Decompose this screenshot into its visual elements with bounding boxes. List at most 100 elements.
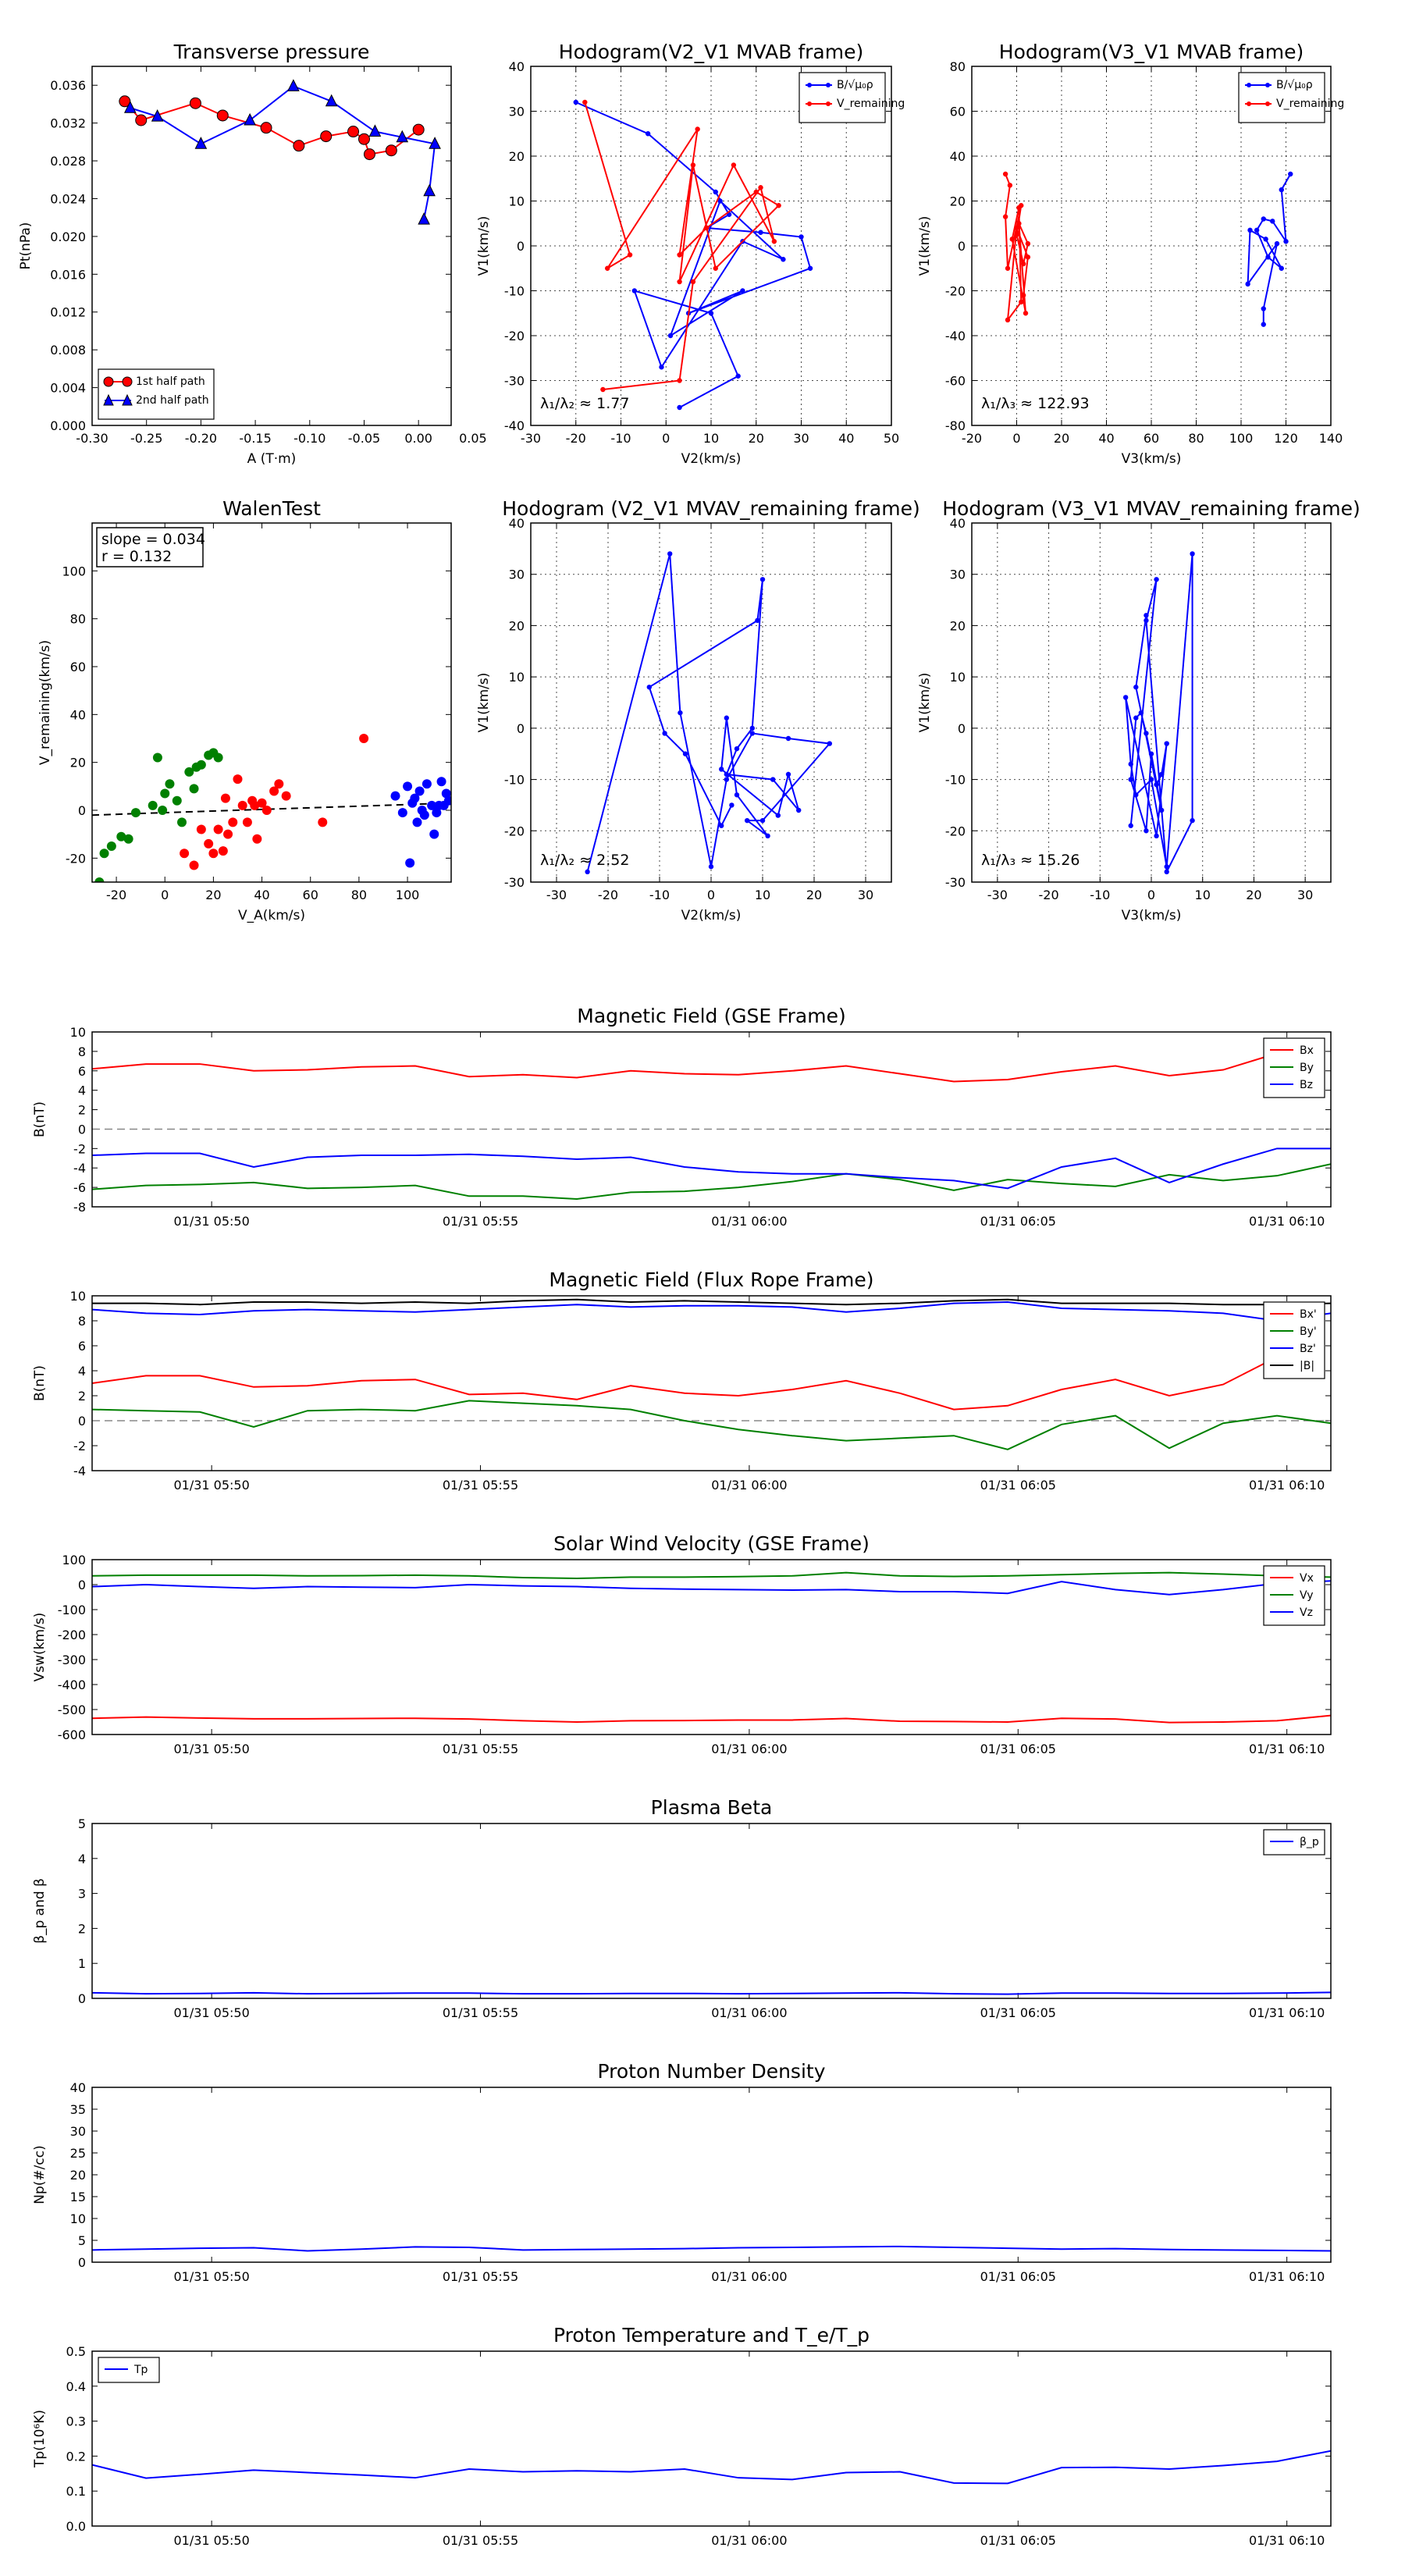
data-point — [1005, 317, 1011, 323]
x-tick-label: 01/31 05:50 — [173, 2533, 249, 2548]
data-point — [429, 829, 439, 839]
data-point — [1019, 299, 1024, 305]
data-point — [1270, 219, 1275, 224]
data-point — [758, 185, 763, 190]
legend-marker — [122, 393, 133, 406]
plot-area — [585, 551, 833, 875]
data-point — [1020, 293, 1026, 298]
data-point — [1025, 240, 1031, 247]
y-tick-label: 0.024 — [50, 191, 86, 206]
data-point — [1002, 171, 1008, 177]
data-point — [1158, 771, 1165, 777]
data-point — [359, 734, 369, 743]
series-line — [92, 1163, 1331, 1201]
data-point — [573, 99, 578, 105]
y-tick-label: 10 — [70, 2211, 86, 2226]
plot-area — [92, 2450, 1331, 2485]
legend: B/√μ₀ρ V_remaining — [1238, 72, 1344, 123]
series-line — [92, 1052, 1278, 1083]
data-point — [677, 404, 682, 411]
y-tick-label: 0 — [78, 803, 86, 818]
data-point — [678, 710, 683, 716]
y-tick-label: -200 — [58, 1628, 86, 1642]
data-point — [410, 793, 420, 803]
x-tick-label: 01/31 05:55 — [443, 2533, 518, 2548]
data-point — [758, 229, 763, 235]
data-point — [228, 817, 238, 827]
data-point — [753, 189, 759, 195]
data-point — [749, 725, 755, 731]
data-point — [244, 112, 256, 126]
y-tick-label: 0.3 — [66, 2414, 86, 2429]
data-point — [123, 101, 137, 113]
y-tick-label: 10 — [950, 670, 966, 685]
y-tick-label: 0.2 — [66, 2449, 86, 2464]
data-point — [1279, 265, 1284, 271]
y-tick-label: -300 — [58, 1653, 86, 1667]
data-point — [1020, 261, 1026, 267]
legend: 1st half path 2nd half path — [98, 368, 215, 420]
plot-frame — [91, 2350, 1332, 2527]
series-line — [92, 1147, 1331, 1190]
legend-label: B/√μ₀ρ — [837, 79, 873, 91]
panel-title: Magnetic Field (Flux Rope Frame) — [549, 1268, 873, 1291]
legend-marker — [1265, 83, 1270, 87]
data-point — [99, 849, 109, 859]
x-tick-label: 30 — [858, 888, 873, 902]
x-tick-label: 100 — [1229, 431, 1254, 446]
y-tick-label: -8 — [73, 1200, 86, 1215]
plot-frame — [91, 1823, 1332, 1999]
x-tick-label: 01/31 05:50 — [173, 1478, 249, 1493]
legend: Tp — [98, 2357, 160, 2383]
y-tick-label: -20 — [504, 329, 525, 343]
legend-label: Bz' — [1300, 1343, 1316, 1355]
data-point — [1133, 715, 1139, 720]
panel-beta: Plasma Beta 0 1 2 3 4 5 01/31 05:50 01/31 05:55 0… — [32, 1796, 1332, 2020]
data-point — [158, 806, 168, 815]
legend: Vx Vy Vz — [1263, 1565, 1325, 1626]
plot-area — [1002, 171, 1293, 327]
data-point — [585, 869, 590, 875]
y-tick-label: -20 — [945, 824, 966, 838]
y-tick-label: -400 — [58, 1678, 86, 1692]
x-tick-label: 01/31 06:00 — [711, 1214, 787, 1229]
data-point — [194, 137, 208, 149]
legend-label: 1st half path — [136, 375, 205, 388]
data-point — [662, 731, 667, 736]
y-tick-label: -600 — [58, 1727, 86, 1742]
x-tick-label: 10 — [703, 431, 719, 446]
data-point — [422, 779, 432, 789]
legend: Bx By Bz — [1263, 1037, 1325, 1098]
series-line — [92, 2245, 1331, 2252]
plot-area — [92, 1052, 1331, 1201]
y-tick-label: 0.020 — [50, 229, 86, 244]
chart-wt: WalenTest -20 0 20 40 60 80 100 -20 0 20 40 60 80 100 V… — [37, 497, 452, 923]
x-tick-label: 01/31 06:00 — [711, 1478, 787, 1493]
data-point — [1128, 777, 1133, 782]
series-line — [1247, 173, 1292, 325]
x-tick-label: 01/31 06:05 — [980, 2533, 1056, 2548]
data-point — [785, 735, 791, 742]
data-point — [827, 741, 833, 746]
y-tick-label: 40 — [509, 59, 525, 74]
plot-frame — [91, 522, 452, 883]
data-point — [1164, 869, 1169, 875]
y-tick-label: 80 — [70, 612, 86, 627]
data-point — [1261, 306, 1266, 311]
plot-frame — [91, 1295, 1332, 1471]
y-axis-label: Vsw(km/s) — [32, 1613, 48, 1682]
data-point — [734, 745, 740, 752]
data-point — [1154, 781, 1159, 788]
data-point — [160, 788, 170, 799]
data-point — [627, 252, 633, 258]
data-point — [123, 834, 133, 844]
y-tick-label: 60 — [950, 105, 966, 119]
legend-marker — [807, 83, 812, 87]
x-tick-label: 10 — [1195, 888, 1211, 902]
data-point — [94, 877, 105, 882]
data-point — [1014, 232, 1019, 237]
data-point — [223, 829, 233, 839]
y-tick-label: 40 — [950, 516, 966, 531]
y-tick-label: 20 — [950, 618, 966, 633]
data-point — [719, 823, 724, 828]
